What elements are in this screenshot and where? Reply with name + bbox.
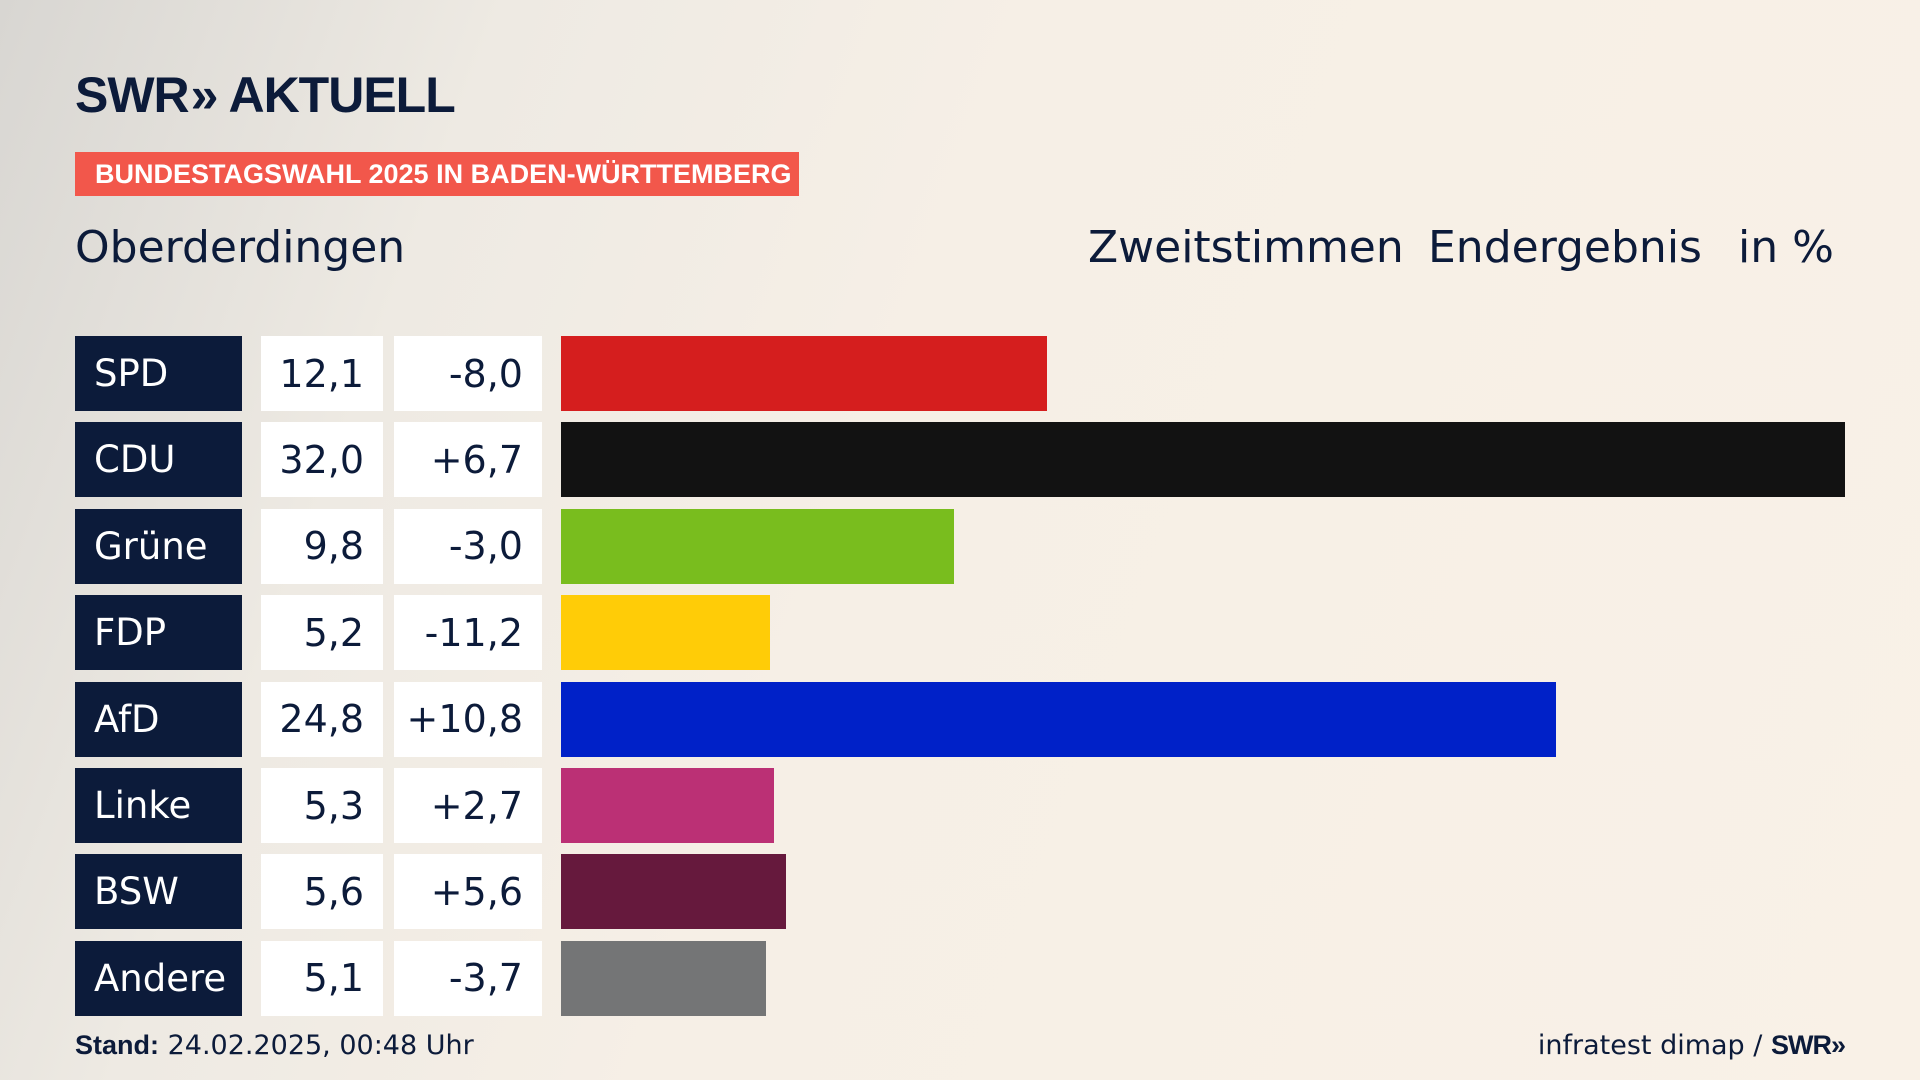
bar-cdu — [561, 422, 1845, 498]
logo-swr-text: SWR — [75, 67, 190, 123]
region-title: Oberderdingen — [75, 222, 406, 273]
result-row: Andere 5,1 -3,7 — [0, 940, 1920, 1016]
bar-spd — [561, 336, 1047, 411]
result-row: SPD 12,1 -8,0 — [0, 336, 1920, 411]
party-label: Andere — [75, 940, 242, 1016]
timestamp: Stand: 24.02.2025, 00:48 Uhr — [75, 1030, 474, 1061]
stand-label: Stand: — [75, 1030, 159, 1060]
party-label: FDP — [75, 595, 242, 671]
vote-share-change: +5,6 — [394, 854, 542, 930]
vote-share-value: 12,1 — [261, 336, 383, 411]
party-label: CDU — [75, 422, 242, 498]
bar-fdp — [561, 595, 770, 671]
result-row: BSW 5,6 +5,6 — [0, 854, 1920, 930]
result-row: CDU 32,0 +6,7 — [0, 422, 1920, 498]
bar-linke — [561, 768, 774, 843]
vote-share-value: 24,8 — [261, 681, 383, 757]
source-credit: infratest dimap / SWR» — [1537, 1030, 1846, 1061]
bar-bsw — [561, 854, 786, 930]
result-type-label: Endergebnis — [1428, 222, 1702, 273]
result-row: AfD 24,8 +10,8 — [0, 681, 1920, 757]
party-label: BSW — [75, 854, 242, 930]
vote-share-change: +10,8 — [394, 681, 542, 757]
unit-label: in % — [1738, 222, 1834, 273]
logo-arrows-icon: » — [190, 67, 219, 123]
vote-share-value: 5,3 — [261, 768, 383, 843]
vote-share-value: 32,0 — [261, 422, 383, 498]
vote-share-value: 9,8 — [261, 508, 383, 584]
result-row: Linke 5,3 +2,7 — [0, 768, 1920, 843]
vote-share-change: -8,0 — [394, 336, 542, 411]
vote-share-change: -11,2 — [394, 595, 542, 671]
result-row: Grüne 9,8 -3,0 — [0, 508, 1920, 584]
logo-aktuell-text: AKTUELL — [228, 67, 455, 123]
swr-aktuell-logo: SWR» AKTUELL — [75, 66, 456, 124]
source-text: infratest dimap / — [1537, 1030, 1763, 1061]
party-label: AfD — [75, 681, 242, 757]
stand-value: 24.02.2025, 00:48 Uhr — [167, 1030, 474, 1061]
party-label: SPD — [75, 336, 242, 411]
vote-share-value: 5,6 — [261, 854, 383, 930]
bar-andere — [561, 940, 766, 1016]
vote-share-change: +2,7 — [394, 768, 542, 843]
party-label: Grüne — [75, 508, 242, 584]
result-row: FDP 5,2 -11,2 — [0, 595, 1920, 671]
election-badge: BUNDESTAGSWAHL 2025 IN BADEN-WÜRTTEMBERG — [75, 152, 799, 196]
party-label: Linke — [75, 768, 242, 843]
source-brand: SWR» — [1770, 1030, 1846, 1060]
vote-share-change: -3,7 — [394, 940, 542, 1016]
bar-grüne — [561, 508, 954, 584]
vote-share-change: +6,7 — [394, 422, 542, 498]
vote-share-value: 5,1 — [261, 940, 383, 1016]
vote-share-change: -3,0 — [394, 508, 542, 584]
vote-type-label: Zweitstimmen — [1088, 222, 1404, 273]
bar-afd — [561, 681, 1556, 757]
vote-share-value: 5,2 — [261, 595, 383, 671]
